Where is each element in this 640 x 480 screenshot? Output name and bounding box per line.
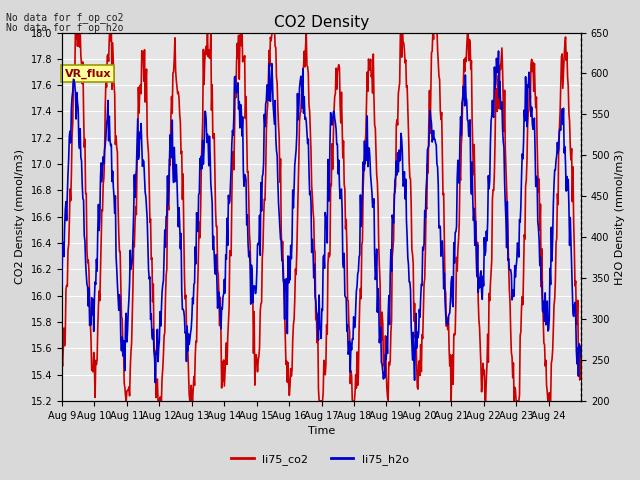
Y-axis label: H2O Density (mmol/m3): H2O Density (mmol/m3) [615,149,625,285]
Text: No data for f_op_co2: No data for f_op_co2 [6,12,124,23]
Title: CO2 Density: CO2 Density [274,15,369,30]
Y-axis label: CO2 Density (mmol/m3): CO2 Density (mmol/m3) [15,149,25,284]
X-axis label: Time: Time [308,426,335,436]
Legend: li75_co2, li75_h2o: li75_co2, li75_h2o [227,450,413,469]
Text: VR_flux: VR_flux [65,69,111,79]
Text: No data for f_op_h2o: No data for f_op_h2o [6,22,124,33]
